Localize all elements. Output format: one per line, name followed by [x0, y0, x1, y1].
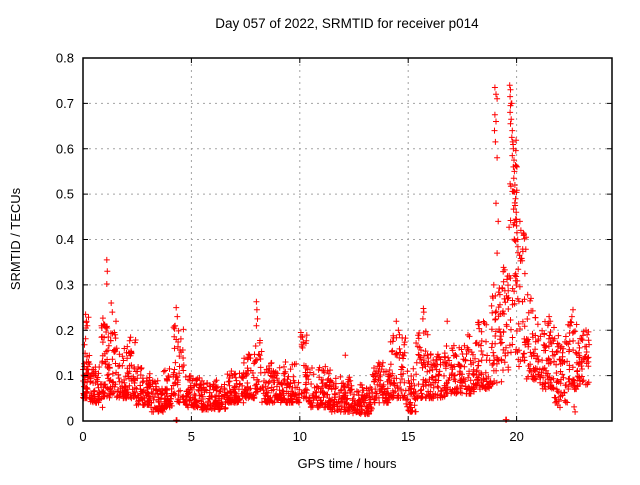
grid-path [83, 58, 612, 421]
x-axis-label: GPS time / hours [298, 456, 397, 471]
y-tick-label: 0.5 [56, 187, 74, 202]
y-tick-label: 0.8 [56, 51, 74, 66]
axes [82, 57, 613, 422]
y-tick-label: 0 [67, 414, 74, 429]
y-tick-label: 0.6 [56, 141, 74, 156]
y-tick-label: 0.7 [56, 96, 74, 111]
x-tick-label: 15 [401, 429, 415, 444]
scatter-points [80, 82, 593, 424]
grid-lines [83, 58, 612, 421]
x-tick-label: 0 [79, 429, 86, 444]
plot-border [82, 57, 613, 422]
x-tick-label: 20 [509, 429, 523, 444]
tick-labels: 0 0.1 0.2 0.3 0.4 0.5 0.6 0.7 0.8 0 5 10 15 20 [56, 51, 524, 445]
y-tick-label: 0.1 [56, 368, 74, 383]
y-axis-label: SRMTID / TECUs [8, 187, 23, 290]
y-tick-label: 0.4 [56, 232, 74, 247]
x-tick-label: 5 [188, 429, 195, 444]
x-tick-label: 10 [293, 429, 307, 444]
data-points-path [80, 82, 593, 424]
chart-title: Day 057 of 2022, SRMTID for receiver p01… [215, 16, 479, 31]
y-tick-label: 0.2 [56, 323, 74, 338]
y-tick-label: 0.3 [56, 277, 74, 292]
